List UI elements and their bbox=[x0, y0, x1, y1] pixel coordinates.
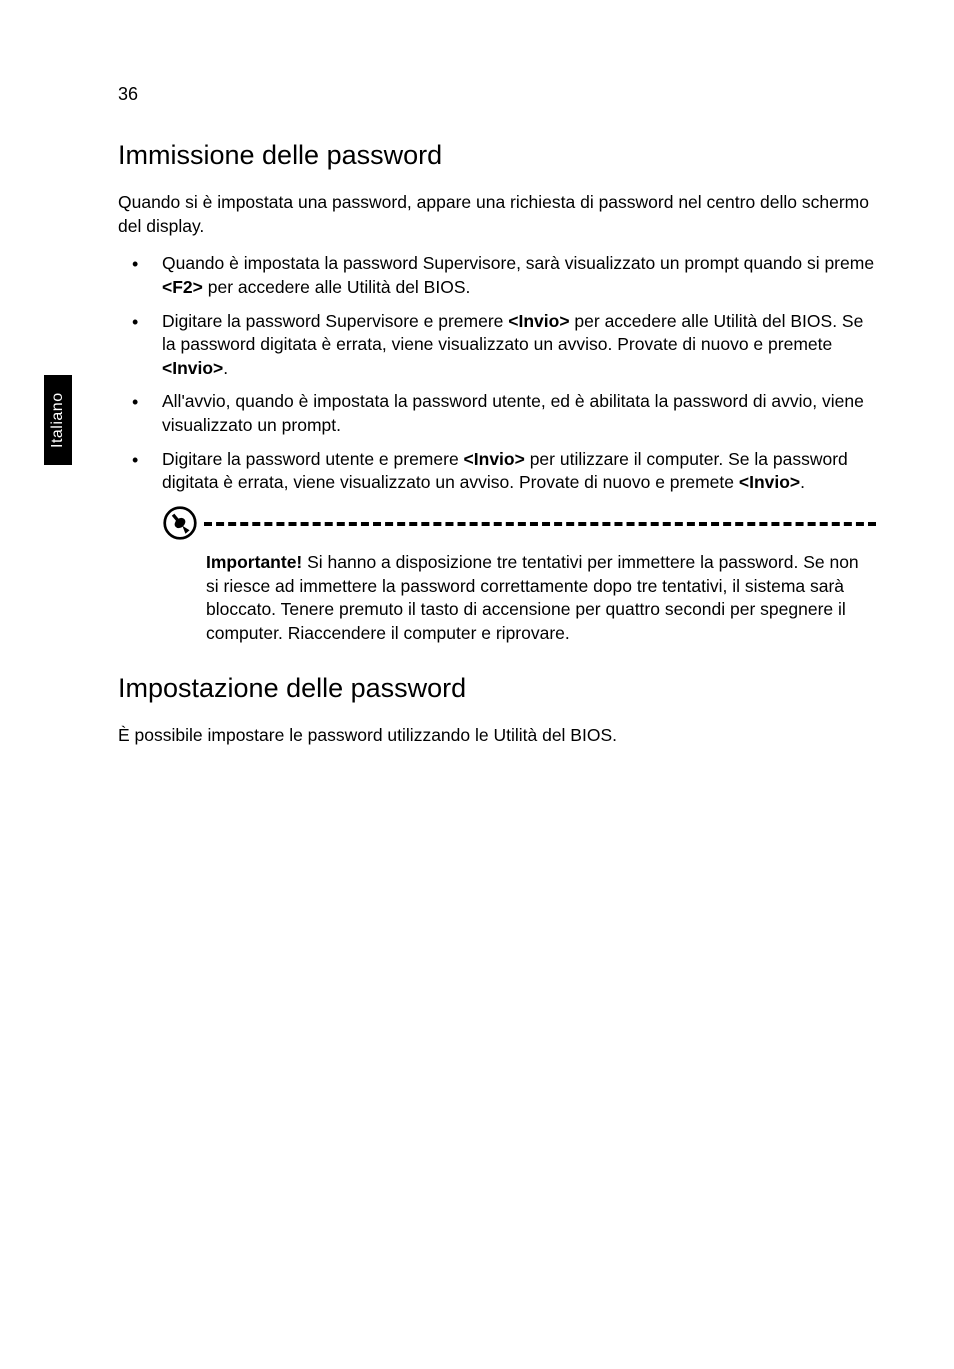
bullet-text: Digitare la password utente e premere bbox=[162, 449, 464, 469]
bullet-list: Quando è impostata la password Superviso… bbox=[118, 252, 876, 495]
key-invio: <Invio> bbox=[162, 358, 223, 378]
note-divider bbox=[204, 522, 876, 526]
list-item: Digitare la password utente e premere <I… bbox=[118, 448, 876, 495]
list-item: All'avvio, quando è impostata la passwor… bbox=[118, 390, 876, 437]
section-heading-immissione: Immissione delle password bbox=[118, 140, 876, 171]
key-invio: <Invio> bbox=[739, 472, 800, 492]
note-text: Importante! Si hanno a disposizione tre … bbox=[206, 551, 876, 646]
note-header-row bbox=[162, 505, 876, 541]
pin-icon bbox=[162, 505, 198, 541]
bullet-text: . bbox=[800, 472, 805, 492]
key-invio: <Invio> bbox=[464, 449, 525, 469]
page-content: Immissione delle password Quando si è im… bbox=[118, 140, 876, 762]
note-block: Importante! Si hanno a disposizione tre … bbox=[162, 505, 876, 646]
note-label: Importante! bbox=[206, 552, 302, 572]
note-body: Si hanno a disposizione tre tentativi pe… bbox=[206, 552, 859, 643]
page-number: 36 bbox=[118, 84, 138, 105]
intro-paragraph: Quando si è impostata una password, appa… bbox=[118, 191, 876, 238]
bullet-text: All'avvio, quando è impostata la passwor… bbox=[162, 391, 864, 435]
section2-paragraph: È possibile impostare le password utiliz… bbox=[118, 724, 876, 748]
key-f2: <F2> bbox=[162, 277, 203, 297]
bullet-text: Digitare la password Supervisore e preme… bbox=[162, 311, 508, 331]
key-invio: <Invio> bbox=[508, 311, 569, 331]
list-item: Digitare la password Supervisore e preme… bbox=[118, 310, 876, 381]
bullet-text: Quando è impostata la password Superviso… bbox=[162, 253, 874, 273]
language-tab: Italiano bbox=[44, 375, 72, 465]
list-item: Quando è impostata la password Superviso… bbox=[118, 252, 876, 299]
bullet-text: per accedere alle Utilità del BIOS. bbox=[203, 277, 471, 297]
section-heading-impostazione: Impostazione delle password bbox=[118, 673, 876, 704]
bullet-text: . bbox=[223, 358, 228, 378]
